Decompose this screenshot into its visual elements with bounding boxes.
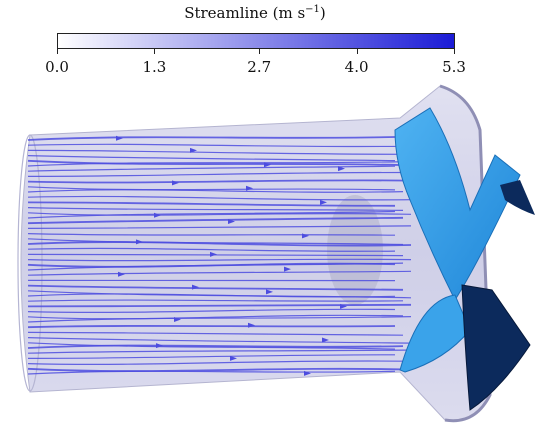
streamline-arrow	[266, 289, 273, 295]
hub	[327, 195, 383, 305]
streamline-arrow	[302, 233, 309, 239]
streamline-arrow	[156, 343, 163, 349]
colorbar-tick-label: 4.0	[344, 58, 369, 76]
streamline	[27, 344, 404, 349]
streamline	[27, 337, 412, 344]
streamline	[27, 293, 396, 298]
streamline-arrow	[136, 239, 143, 245]
colorbar-tick	[356, 49, 358, 54]
streamline	[27, 247, 396, 252]
colorbar-title-exponent: −1	[305, 4, 320, 15]
streamline	[27, 331, 404, 336]
streamline	[27, 149, 412, 155]
streamline	[27, 195, 412, 201]
streamline	[27, 258, 412, 262]
colorbar-tick	[259, 49, 261, 54]
streamline-arrow	[116, 135, 123, 141]
colorbar-title: Streamline (m s−1)	[0, 4, 510, 22]
streamline-arrow	[338, 166, 345, 172]
streamline	[27, 262, 404, 271]
streamline-arrow	[190, 147, 197, 153]
streamline	[27, 314, 404, 320]
streamline-arrow	[230, 355, 237, 361]
streamline	[27, 143, 404, 148]
streamline	[27, 207, 404, 211]
streamline	[27, 225, 412, 229]
colorbar-tick-label: 2.7	[247, 58, 272, 76]
streamline	[27, 189, 404, 193]
streamline	[27, 159, 404, 166]
streamline	[27, 303, 412, 308]
streamline-arrow	[322, 337, 329, 343]
streamline-arrow	[246, 185, 253, 191]
streamline	[27, 360, 404, 365]
colorbar-tick-label: 5.3	[442, 58, 466, 76]
colorbar-tick	[57, 49, 58, 54]
streamline	[27, 161, 412, 167]
colorbar-tick	[454, 49, 455, 54]
blade-dark-lower	[461, 284, 531, 411]
streamline-arrow	[172, 180, 179, 186]
streamline-arrow	[264, 162, 271, 168]
streamline	[27, 316, 412, 323]
colorbar-tick-label: 1.3	[142, 58, 167, 76]
streamline	[27, 171, 404, 177]
colorbar-tick	[154, 49, 156, 54]
streamline	[27, 342, 396, 350]
streamline-arrow	[210, 251, 217, 257]
streamline	[27, 241, 412, 247]
streamline	[27, 179, 412, 184]
streamline	[27, 349, 412, 354]
streamline-arrow	[248, 322, 255, 328]
streamline	[27, 233, 396, 236]
streamline	[27, 186, 396, 191]
streamline	[27, 299, 404, 302]
blade-dark-tip	[500, 180, 535, 215]
streamline	[27, 284, 404, 291]
streamline-arrow	[192, 284, 199, 290]
duct-inlet-rim	[17, 134, 43, 392]
streamline	[27, 136, 396, 141]
colorbar-title-close: )	[319, 4, 326, 22]
streamline	[27, 308, 396, 313]
streamline	[27, 165, 396, 172]
streamline-arrow	[284, 266, 291, 272]
streamline	[27, 212, 412, 216]
streamline	[27, 370, 396, 375]
streamlines-group	[27, 135, 412, 376]
streamline	[27, 216, 404, 225]
streamline	[27, 253, 404, 257]
streamline-arrow	[118, 271, 125, 277]
streamline	[27, 210, 396, 219]
streamline-arrow	[228, 219, 235, 224]
colorbar	[57, 33, 455, 49]
streamline	[27, 270, 412, 276]
streamline	[27, 155, 396, 162]
streamline	[27, 367, 412, 372]
blade-lower	[399, 294, 471, 373]
outlet-rim	[439, 84, 492, 423]
colorbar-tick-label: 0.0	[45, 58, 69, 76]
streamline	[27, 324, 396, 329]
streamline-arrow	[340, 303, 347, 309]
streamline	[27, 201, 396, 207]
colorbar-title-text: Streamline (m s	[184, 4, 306, 22]
streamline	[27, 354, 396, 359]
streamline-arrow	[320, 199, 327, 205]
